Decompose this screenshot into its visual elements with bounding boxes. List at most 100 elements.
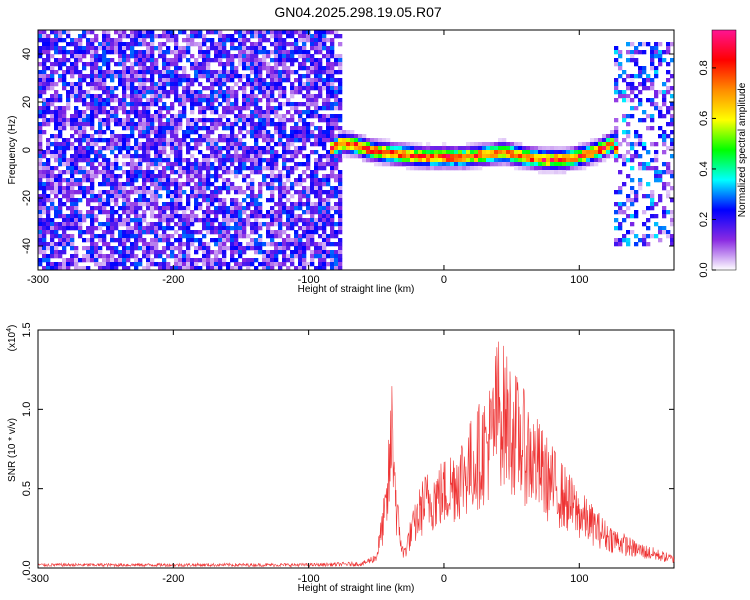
heat-cell — [294, 166, 299, 171]
heat-cell — [282, 246, 287, 251]
heat-cell — [258, 238, 263, 243]
heat-cell — [250, 154, 255, 159]
heat-cell — [254, 250, 259, 255]
heat-cell — [110, 238, 115, 243]
heat-cell — [262, 146, 267, 151]
heat-cell — [322, 46, 327, 51]
heat-cell — [118, 182, 123, 187]
heat-cell — [214, 166, 219, 171]
heat-cell — [54, 166, 59, 171]
heat-cell — [670, 130, 675, 135]
heat-cell — [310, 54, 315, 59]
heat-cell — [206, 174, 211, 179]
heat-cell — [234, 166, 239, 171]
heat-cell — [118, 58, 123, 63]
heat-cell — [650, 114, 655, 119]
heat-cell — [318, 214, 323, 219]
heat-cell — [142, 78, 147, 83]
heat-cell — [174, 246, 179, 251]
heat-cell — [334, 34, 339, 39]
heat-cell — [286, 138, 291, 143]
heat-cell — [314, 110, 319, 115]
heat-cell — [642, 82, 647, 87]
colorbar-tick-label: 0.8 — [698, 60, 710, 75]
heat-cell — [278, 262, 283, 267]
heat-cell — [262, 46, 267, 51]
heat-cell — [130, 66, 135, 71]
heat-cell — [234, 262, 239, 267]
heat-cell — [118, 258, 123, 263]
heat-cell — [94, 74, 99, 79]
heat-cell — [222, 242, 227, 247]
heat-cell — [266, 174, 271, 179]
heat-cell — [154, 186, 159, 191]
heat-cell — [98, 78, 103, 83]
heat-cell — [302, 118, 307, 123]
heat-cell — [418, 142, 423, 147]
heat-cell — [282, 70, 287, 75]
heat-cell — [238, 222, 243, 227]
heat-cell — [210, 70, 215, 75]
heat-cell — [242, 102, 247, 107]
heat-cell — [614, 154, 619, 159]
heat-cell — [314, 162, 319, 167]
heat-cell — [70, 182, 75, 187]
heat-cell — [178, 242, 183, 247]
heat-cell — [90, 74, 95, 79]
heat-cell — [338, 150, 343, 155]
heat-cell — [82, 130, 87, 135]
heat-cell — [582, 162, 587, 167]
heat-cell — [70, 90, 75, 95]
heat-cell — [654, 166, 659, 171]
heat-cell — [330, 146, 335, 151]
heat-cell — [250, 190, 255, 195]
heat-cell — [298, 130, 303, 135]
heat-cell — [206, 66, 211, 71]
heat-cell — [226, 90, 231, 95]
heat-cell — [298, 242, 303, 247]
heat-cell — [98, 246, 103, 251]
heat-cell — [142, 58, 147, 63]
heat-cell — [330, 174, 335, 179]
heat-cell — [626, 242, 631, 247]
heat-cell — [282, 166, 287, 171]
heat-cell — [654, 154, 659, 159]
heat-cell — [266, 158, 271, 163]
heat-cell — [270, 74, 275, 79]
heat-cell — [378, 142, 383, 147]
heat-cell — [650, 126, 655, 131]
heat-cell — [90, 38, 95, 43]
heat-cell — [206, 154, 211, 159]
heat-cell — [262, 242, 267, 247]
heat-cell — [202, 198, 207, 203]
heat-cell — [282, 94, 287, 99]
heat-cell — [206, 182, 211, 187]
heat-cell — [646, 86, 651, 91]
heat-cell — [246, 262, 251, 267]
heat-cell — [258, 190, 263, 195]
heat-cell — [306, 130, 311, 135]
heat-cell — [298, 190, 303, 195]
heat-cell — [58, 30, 63, 35]
heat-cell — [178, 30, 183, 35]
heat-cell — [194, 30, 199, 35]
heat-cell — [270, 150, 275, 155]
heat-cell — [58, 146, 63, 151]
heat-cell — [226, 38, 231, 43]
heat-cell — [66, 82, 71, 87]
heat-cell — [658, 42, 663, 47]
heat-cell — [298, 202, 303, 207]
heat-cell — [110, 194, 115, 199]
heat-cell — [286, 66, 291, 71]
heat-cell — [218, 234, 223, 239]
heat-cell — [46, 170, 51, 175]
heat-cell — [186, 250, 191, 255]
heat-cell — [118, 30, 123, 35]
heat-cell — [58, 118, 63, 123]
heat-cell — [62, 30, 67, 35]
heat-cell — [342, 134, 347, 139]
heat-cell — [250, 198, 255, 203]
heat-cell — [122, 106, 127, 111]
heat-cell — [234, 134, 239, 139]
heat-cell — [630, 146, 635, 151]
